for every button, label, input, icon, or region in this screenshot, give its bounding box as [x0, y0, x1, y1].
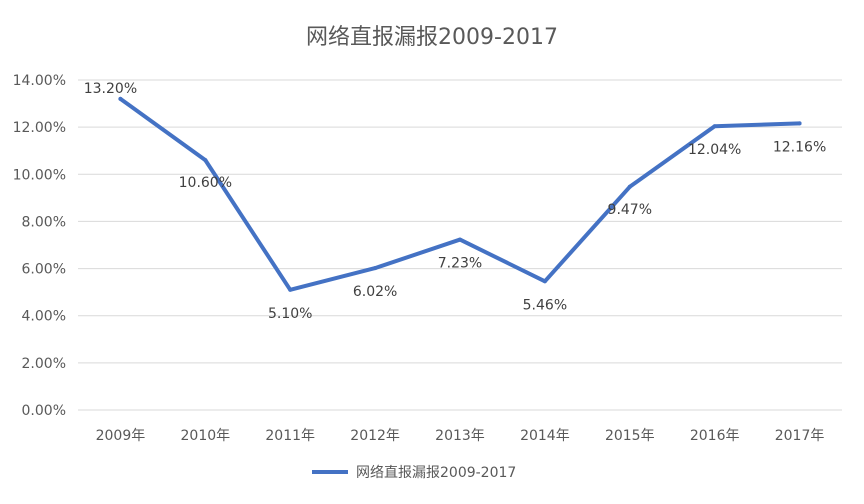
x-tick-label: 2015年 — [605, 428, 655, 444]
data-label: 12.04% — [688, 142, 741, 158]
y-tick-label: 14.00% — [13, 73, 66, 89]
data-label: 10.60% — [179, 175, 232, 191]
data-label: 5.10% — [268, 306, 312, 322]
data-label: 7.23% — [438, 256, 482, 272]
data-point — [458, 237, 462, 242]
x-tick-label: 2009年 — [96, 428, 146, 444]
y-axis-ticks: 0.00% 2.00% 4.00% 6.00% 8.00% 10.00% 12.00% 14.… — [13, 73, 66, 419]
legend: 网络直报漏报2009-2017 — [312, 464, 516, 481]
y-tick-label: 12.00% — [13, 120, 66, 136]
x-axis-ticks: 2009年 2010年 2011年 2012年 2013年 2014年 2015年 2016年… — [96, 428, 825, 444]
data-label: 12.16% — [773, 139, 826, 155]
data-label: 9.47% — [608, 202, 652, 218]
y-tick-label: 4.00% — [22, 309, 66, 325]
gridlines — [78, 79, 842, 411]
data-point — [712, 124, 717, 129]
data-label: 13.20% — [84, 81, 137, 97]
x-tick-label: 2011年 — [265, 428, 315, 444]
y-tick-label: 6.00% — [22, 262, 66, 278]
x-tick-label: 2017年 — [775, 428, 825, 444]
data-label: 6.02% — [353, 284, 397, 300]
data-point — [373, 266, 378, 271]
data-label: 5.46% — [523, 297, 567, 313]
data-point — [627, 184, 632, 189]
x-tick-label: 2016年 — [690, 428, 740, 444]
legend-label: 网络直报漏报2009-2017 — [356, 464, 516, 481]
data-point — [542, 279, 547, 284]
x-tick-label: 2010年 — [181, 428, 231, 444]
y-tick-label: 2.00% — [22, 356, 66, 372]
data-point — [797, 121, 802, 126]
series-group — [118, 96, 802, 292]
data-point — [203, 158, 208, 163]
chart-title: 网络直报漏报2009-2017 — [306, 25, 558, 50]
y-tick-label: 10.00% — [13, 167, 66, 183]
y-tick-label: 8.00% — [22, 214, 66, 230]
data-point — [288, 287, 293, 292]
x-tick-label: 2014年 — [520, 428, 570, 444]
x-tick-label: 2012年 — [350, 428, 400, 444]
y-tick-label: 0.00% — [22, 403, 66, 419]
x-tick-label: 2013年 — [435, 428, 485, 444]
data-labels: 13.20% 10.60% 5.10% 6.02% 7.23% 5.46% 9.47% 12.… — [84, 81, 827, 322]
data-point — [118, 96, 123, 101]
